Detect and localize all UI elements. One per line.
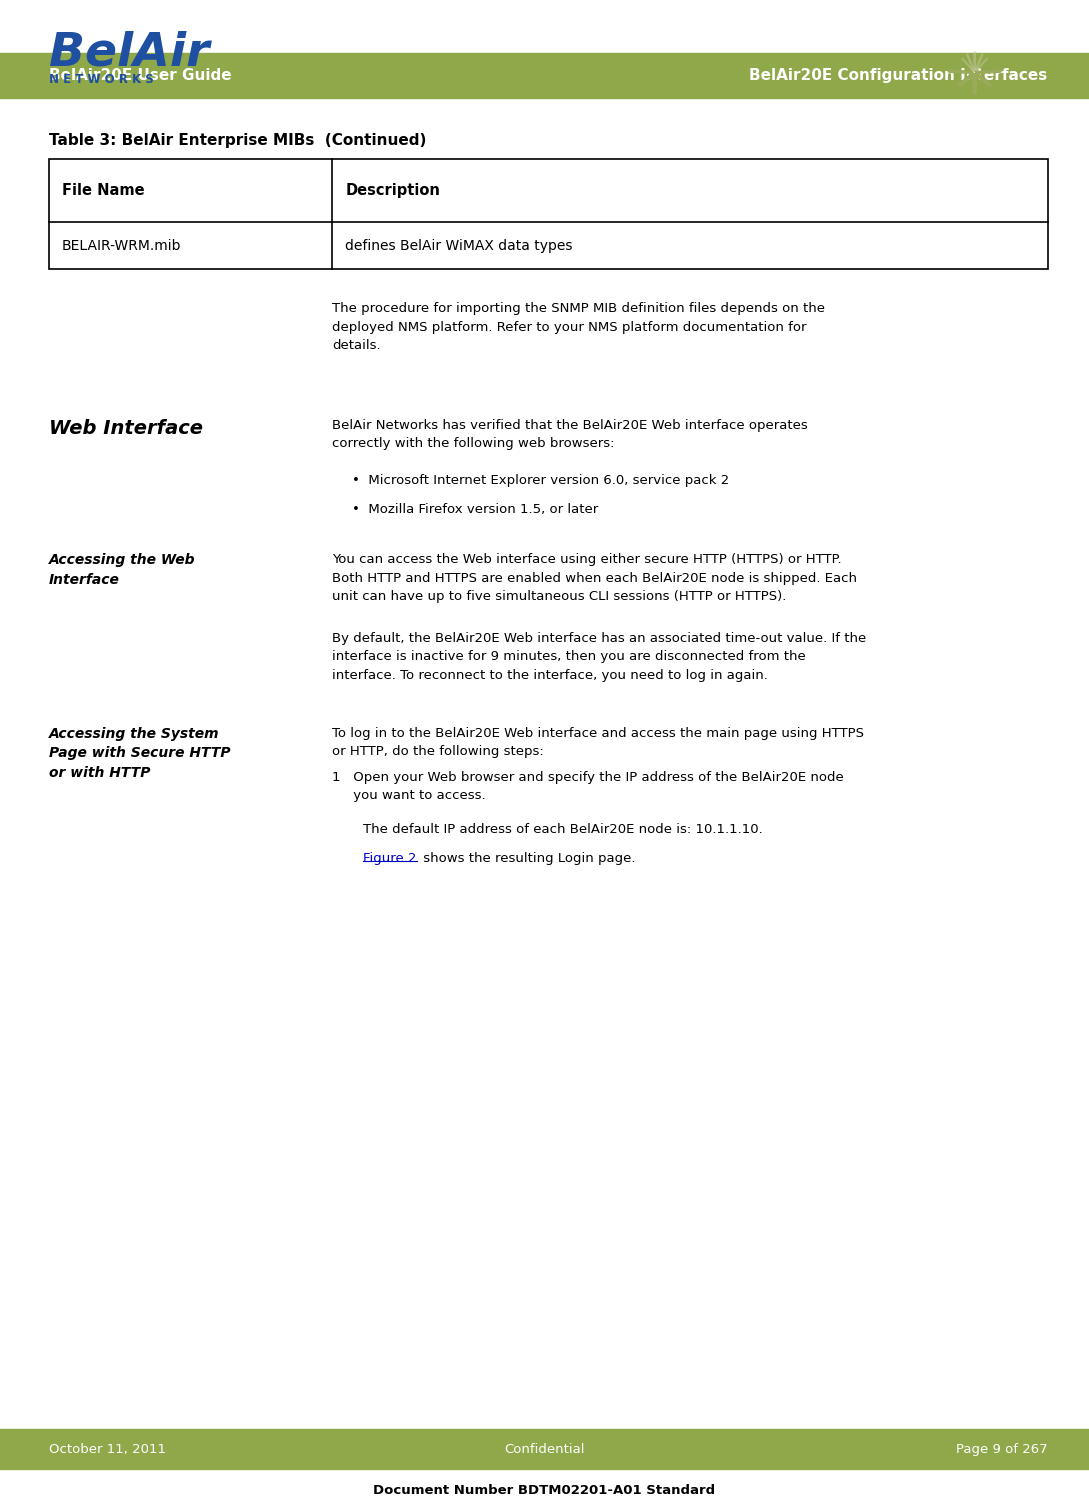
Text: You can access the Web interface using either secure HTTP (HTTPS) or HTTP.
Both : You can access the Web interface using e… <box>332 553 857 603</box>
Text: Description: Description <box>345 183 440 198</box>
Text: October 11, 2011: October 11, 2011 <box>49 1443 166 1455</box>
Text: BELAIR-WRM.mib: BELAIR-WRM.mib <box>62 239 182 252</box>
Bar <box>0 53 1089 98</box>
Text: defines BelAir WiMAX data types: defines BelAir WiMAX data types <box>345 239 573 252</box>
Text: Document Number BDTM02201-A01 Standard: Document Number BDTM02201-A01 Standard <box>374 1484 715 1497</box>
Text: BelAir Networks has verified that the BelAir20E Web interface operates
correctly: BelAir Networks has verified that the Be… <box>332 419 808 450</box>
Text: File Name: File Name <box>62 183 145 198</box>
Text: •  Microsoft Internet Explorer version 6.0, service pack 2: • Microsoft Internet Explorer version 6.… <box>352 474 729 488</box>
Text: N E T W O R K S: N E T W O R K S <box>49 73 154 86</box>
Text: The procedure for importing the SNMP MIB definition files depends on the
deploye: The procedure for importing the SNMP MIB… <box>332 302 825 352</box>
Text: Page 9 of 267: Page 9 of 267 <box>956 1443 1048 1455</box>
Text: The default IP address of each BelAir20E node is: 10.1.1.10.: The default IP address of each BelAir20E… <box>363 823 762 837</box>
Text: To log in to the BelAir20E Web interface and access the main page using HTTPS
or: To log in to the BelAir20E Web interface… <box>332 727 865 759</box>
Bar <box>0 1429 1089 1469</box>
Text: shows the resulting Login page.: shows the resulting Login page. <box>419 852 636 866</box>
Text: •  Mozilla Firefox version 1.5, or later: • Mozilla Firefox version 1.5, or later <box>352 503 598 517</box>
Text: Table 3: BelAir Enterprise MIBs  (Continued): Table 3: BelAir Enterprise MIBs (Continu… <box>49 133 427 148</box>
Text: Accessing the System
Page with Secure HTTP
or with HTTP: Accessing the System Page with Secure HT… <box>49 727 231 780</box>
Text: 1   Open your Web browser and specify the IP address of the BelAir20E node
     : 1 Open your Web browser and specify the … <box>332 771 844 802</box>
Text: Confidential: Confidential <box>504 1443 585 1455</box>
Text: Web Interface: Web Interface <box>49 419 203 438</box>
Text: Accessing the Web
Interface: Accessing the Web Interface <box>49 553 196 586</box>
Text: By default, the BelAir20E Web interface has an associated time-out value. If the: By default, the BelAir20E Web interface … <box>332 632 867 681</box>
Text: BelAir20E User Guide: BelAir20E User Guide <box>49 68 232 83</box>
Bar <box>49 159 1048 269</box>
Text: Figure 2: Figure 2 <box>363 852 416 866</box>
Text: BelAir20E Configuration Interfaces: BelAir20E Configuration Interfaces <box>749 68 1048 83</box>
Text: BelAir: BelAir <box>49 30 209 76</box>
